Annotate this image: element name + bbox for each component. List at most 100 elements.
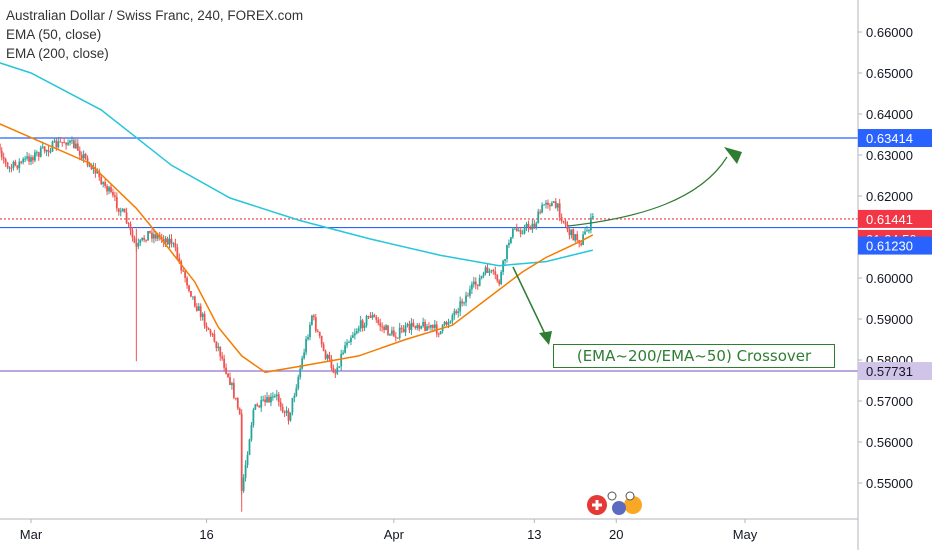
candle-body-135	[246, 454, 249, 466]
candle-body-308	[584, 231, 586, 235]
badge-last-price: 0.61441	[866, 212, 913, 227]
candle-body-114	[207, 327, 210, 330]
candle-body-82	[145, 239, 147, 241]
candle-body-93	[166, 238, 169, 245]
candle-body-134	[244, 465, 247, 478]
candle-body-168	[311, 315, 313, 325]
candle-body-225	[422, 321, 425, 327]
candle-body-174	[322, 344, 325, 351]
candle-body-255	[480, 276, 483, 278]
candle-body-74	[129, 223, 132, 231]
candle-body-68	[117, 208, 120, 212]
candle-body-172	[318, 331, 321, 337]
candle-body-44	[71, 140, 73, 142]
candle-body-157	[289, 412, 292, 421]
candle-body-193	[359, 320, 362, 329]
candle-body-215	[402, 329, 405, 333]
candle-body-62	[106, 185, 108, 192]
time-tick-label-1: 16	[199, 527, 213, 542]
candle-body-201	[375, 317, 378, 320]
candle-body-300	[568, 229, 571, 236]
candle-body-167	[309, 324, 311, 338]
candle-body-15	[14, 161, 17, 166]
candle-body-136	[248, 439, 251, 455]
candle-body-243	[457, 311, 460, 313]
arrows	[512, 147, 742, 345]
candle-body-272	[513, 228, 516, 230]
candle-body-189	[351, 335, 354, 338]
candle-body-26	[35, 152, 38, 154]
candle-body-181	[336, 367, 339, 374]
candle-body-233	[437, 333, 440, 335]
candle-body-184	[342, 352, 345, 354]
candle-body-166	[307, 337, 309, 340]
ema-200-label[interactable]: EMA (200, close)	[6, 46, 109, 61]
candle-body-138	[252, 409, 255, 426]
candle-body-304	[576, 234, 579, 241]
candle-body-236	[443, 322, 446, 325]
candle-body-208	[389, 334, 391, 336]
candle-body-65	[112, 192, 114, 196]
candle-body-203	[379, 323, 382, 327]
candle-body-13	[10, 167, 13, 169]
candle-body-301	[570, 229, 573, 236]
candle-body-222	[416, 325, 419, 329]
time-tick-label-3: 13	[527, 527, 541, 542]
candle-body-79	[139, 240, 142, 244]
badge-resistance: 0.63414	[866, 131, 913, 146]
time-tick-label-5: May	[733, 527, 758, 542]
candle-body-295	[558, 203, 561, 218]
candle-body-8	[0, 150, 3, 158]
candle-body-194	[361, 320, 364, 328]
ema-50-line	[0, 123, 594, 374]
candle-body-115	[209, 329, 212, 334]
candle-body-246	[463, 302, 465, 304]
candle-body-31	[45, 150, 48, 152]
candle-body-110	[199, 306, 202, 317]
candle-body-120	[219, 346, 222, 357]
crossover-annotation[interactable]: (EMA~200/EMA~50) Crossover	[553, 344, 835, 368]
candle-body-18	[20, 161, 23, 163]
candle-body-224	[420, 326, 423, 329]
candle-body-206	[385, 325, 387, 331]
candle-body-159	[293, 395, 296, 398]
symbol-title[interactable]: Australian Dollar / Swiss Franc, 240, FO…	[6, 8, 304, 23]
candle-body-92	[164, 238, 167, 243]
ema-50-label[interactable]: EMA (50, close)	[6, 27, 102, 42]
candle-body-71	[123, 208, 126, 213]
candle-body-141	[258, 405, 261, 408]
candle-body-104	[188, 285, 190, 291]
candle-body-36	[55, 140, 58, 148]
candle-body-95	[170, 238, 173, 244]
badge-last-price-bg	[858, 209, 932, 228]
candle-body-150	[275, 394, 278, 397]
candle-body-48	[78, 150, 81, 156]
candle-body-198	[369, 316, 372, 318]
candle-body-309	[586, 230, 588, 232]
candle-body-286	[541, 204, 544, 213]
candle-body-117	[213, 333, 216, 342]
candle-body-102	[184, 271, 187, 278]
candle-body-153	[281, 406, 284, 412]
candle-body-160	[295, 388, 298, 396]
candle-body-267	[504, 259, 506, 261]
candle-body-276	[521, 233, 524, 235]
candle-body-213	[398, 327, 401, 338]
candle-body-25	[34, 152, 36, 161]
candle-body-27	[37, 152, 40, 157]
candle-body-41	[65, 142, 68, 145]
candle-body-130	[238, 408, 241, 415]
candle-body-60	[102, 182, 105, 185]
candle-body-205	[383, 326, 385, 331]
candle-body-291	[550, 202, 553, 207]
candle-body-274	[517, 230, 520, 232]
time-tick-label-2: Apr	[384, 527, 405, 542]
candle-body-292	[552, 201, 555, 203]
candle-body-98	[176, 247, 179, 258]
candle-body-216	[404, 325, 407, 333]
candle-body-221	[414, 326, 417, 329]
price-tick-label-9: 0.57000	[866, 394, 913, 409]
candle-body-182	[338, 366, 341, 368]
